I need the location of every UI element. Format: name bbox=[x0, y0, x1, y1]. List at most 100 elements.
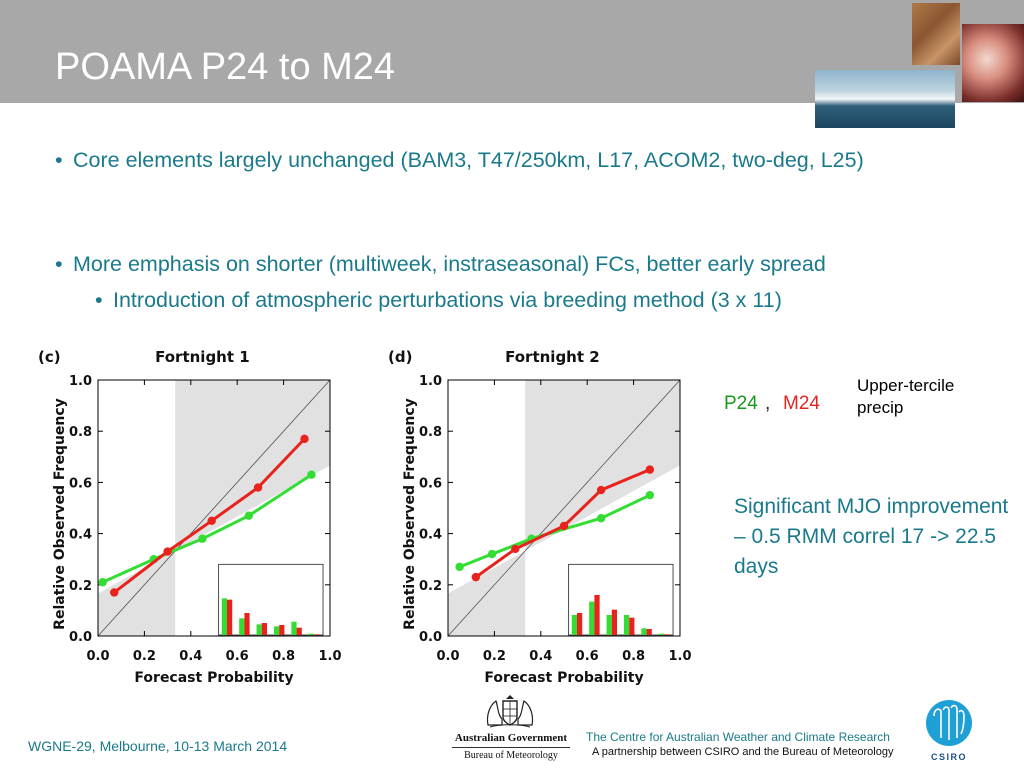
histogram-bar-p24 bbox=[308, 633, 314, 635]
data-point-m24 bbox=[163, 547, 172, 556]
slide-title: POAMA P24 to M24 bbox=[55, 46, 396, 88]
bullet-dot-icon: • bbox=[55, 252, 63, 276]
ocean-wave-photo bbox=[815, 70, 955, 128]
plot-frame bbox=[97, 379, 331, 637]
reliability-chart-fortnight-1: 0.0 0.2 0.4 0.6 0.8 1.0 0.0 0.2 0.4 0.6 0.8 1.0 (c) F… bbox=[38, 348, 342, 686]
histogram-bar-p24 bbox=[623, 614, 630, 635]
histogram-bar-m24 bbox=[296, 627, 302, 635]
y-tick-label: 0.6 bbox=[419, 476, 442, 491]
x-tick-label: 0.2 bbox=[133, 649, 156, 664]
y-tick-label: 0.0 bbox=[69, 630, 92, 645]
plot-frame bbox=[447, 379, 681, 637]
x-tick-label: 0.0 bbox=[436, 649, 459, 664]
data-point-p24 bbox=[596, 514, 606, 523]
csiro-logo-icon: CSIRO bbox=[926, 700, 972, 762]
y-tick-label: 0.2 bbox=[69, 579, 92, 594]
panel-label: (c) bbox=[38, 348, 61, 366]
histogram-bar-m24 bbox=[313, 634, 320, 635]
y-tick-label: 0.0 bbox=[419, 630, 442, 645]
data-point-m24 bbox=[300, 434, 309, 444]
histogram-bar-m24 bbox=[663, 634, 670, 635]
histogram-bar-m24 bbox=[646, 628, 652, 635]
data-point-p24 bbox=[455, 562, 464, 572]
histogram-bar-p24 bbox=[589, 601, 595, 635]
histogram-bar-m24 bbox=[244, 612, 250, 635]
plot-area bbox=[448, 380, 680, 636]
data-point-p24 bbox=[307, 470, 316, 479]
histogram-bar-m24 bbox=[279, 624, 285, 635]
histogram-inset bbox=[218, 563, 324, 636]
australian-coat-of-arms-icon bbox=[486, 695, 534, 728]
dry-cracked-earth-photo bbox=[912, 3, 960, 65]
x-tick-label: 1.0 bbox=[318, 649, 341, 664]
variable-label: Upper-tercile precip bbox=[857, 376, 955, 417]
histogram-bar-m24 bbox=[261, 622, 268, 635]
data-point-m24 bbox=[559, 521, 569, 531]
histogram-bar-p24 bbox=[571, 614, 577, 635]
y-tick-label: 1.0 bbox=[419, 374, 442, 389]
data-point-m24 bbox=[511, 544, 520, 554]
data-point-p24 bbox=[244, 511, 253, 520]
legend-m24: M24 bbox=[783, 393, 820, 414]
x-tick-label: 1.0 bbox=[668, 649, 691, 664]
panel-label: (d) bbox=[388, 348, 412, 366]
y-tick-label: 0.6 bbox=[69, 476, 92, 491]
x-tick-label: 0.0 bbox=[86, 649, 109, 664]
partnership-text: A partnership between CSIRO and the Bure… bbox=[592, 746, 894, 758]
histogram-bar-m24 bbox=[594, 594, 600, 635]
data-point-p24 bbox=[198, 534, 207, 543]
x-axis-label: Forecast Probability bbox=[484, 670, 643, 686]
data-point-m24 bbox=[645, 465, 655, 474]
histogram-bar-p24 bbox=[221, 598, 227, 635]
histogram-bar-p24 bbox=[273, 626, 280, 635]
y-axis-label: Relative Observed Frequency bbox=[52, 398, 68, 630]
event-footer: WGNE-29, Melbourne, 10-13 March 2014 bbox=[28, 738, 288, 754]
legend-separator: , bbox=[765, 393, 771, 414]
histogram-bar-p24 bbox=[606, 614, 612, 635]
histogram-bar-p24 bbox=[658, 633, 664, 635]
y-tick-label: 0.2 bbox=[419, 579, 442, 594]
data-point-m24 bbox=[207, 516, 216, 525]
data-point-p24 bbox=[487, 549, 497, 559]
australian-government-logo: Australian Government Bureau of Meteorol… bbox=[452, 693, 570, 763]
data-point-m24 bbox=[253, 483, 263, 492]
histogram-inset bbox=[568, 563, 674, 636]
sub-bullet-text: Introduction of atmospheric perturbation… bbox=[113, 288, 782, 312]
mjo-note: Significant MJO improvement – 0.5 RMM co… bbox=[734, 495, 1009, 578]
bullet-dot-icon: • bbox=[95, 288, 103, 312]
chart-title: Fortnight 2 bbox=[505, 348, 600, 366]
y-tick-label: 0.8 bbox=[69, 425, 92, 440]
x-tick-label: 0.8 bbox=[272, 649, 295, 664]
histogram-bar-p24 bbox=[239, 618, 245, 635]
reliability-chart-fortnight-2: 0.0 0.2 0.4 0.6 0.8 1.0 0.0 0.2 0.4 0.6 0.8 1.0 (d) F… bbox=[388, 348, 692, 686]
x-tick-label: 0.6 bbox=[576, 649, 599, 664]
legend-p24: P24 bbox=[724, 393, 758, 414]
government-name: Australian Government bbox=[454, 732, 568, 744]
bullet-text: Core elements largely unchanged (BAM3, T… bbox=[73, 148, 864, 172]
histogram-bar-m24 bbox=[226, 599, 233, 635]
x-tick-label: 0.6 bbox=[226, 649, 249, 664]
histogram-bar-p24 bbox=[256, 624, 262, 635]
bullet-dot-icon: • bbox=[55, 148, 63, 172]
plot-area bbox=[98, 380, 330, 636]
histogram-bar-m24 bbox=[576, 612, 583, 635]
x-tick-label: 0.4 bbox=[179, 649, 202, 664]
perfect-reliability-line bbox=[448, 380, 680, 636]
histogram-bar-m24 bbox=[611, 609, 618, 635]
x-tick-label: 0.4 bbox=[529, 649, 552, 664]
y-tick-label: 0.4 bbox=[69, 528, 92, 543]
perfect-reliability-line bbox=[98, 380, 330, 636]
data-point-m24 bbox=[110, 588, 119, 597]
bullet-text: More emphasis on shorter (multiweek, ins… bbox=[73, 252, 826, 276]
histogram-bar-p24 bbox=[641, 628, 647, 635]
chart-title: Fortnight 1 bbox=[155, 348, 250, 366]
y-tick-label: 1.0 bbox=[69, 374, 92, 389]
y-axis-label: Relative Observed Frequency bbox=[402, 398, 418, 630]
x-axis-label: Forecast Probability bbox=[134, 670, 293, 686]
y-tick-label: 0.4 bbox=[419, 528, 442, 543]
x-tick-label: 0.2 bbox=[483, 649, 506, 664]
data-point-m24 bbox=[471, 572, 481, 582]
bureau-name: Bureau of Meteorology bbox=[464, 750, 558, 761]
data-point-p24 bbox=[645, 491, 655, 500]
centre-name: The Centre for Australian Weather and Cl… bbox=[586, 730, 890, 744]
